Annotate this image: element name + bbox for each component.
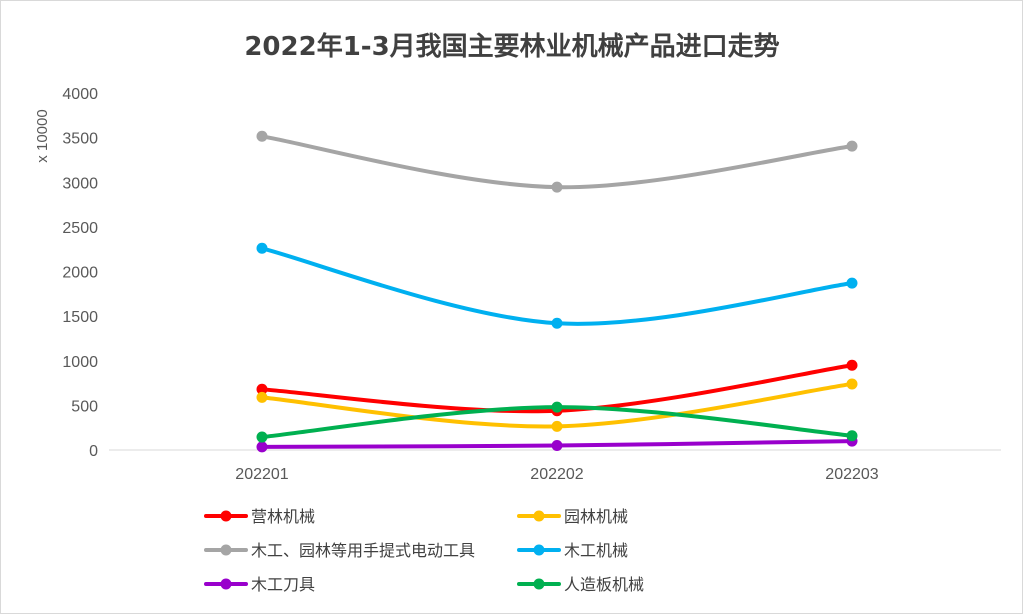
x-tick-label: 202202 [530, 466, 583, 483]
y-tick-label: 3500 [62, 131, 98, 148]
legend-label: 营林机械 [251, 507, 315, 526]
data-point [256, 391, 268, 403]
legend-swatch-marker [220, 578, 232, 590]
legend-label: 木工机械 [564, 541, 628, 560]
legend-item: 木工机械 [517, 541, 628, 560]
y-axis-ticks: 0 500 1000 1500 2000 2500 3000 3500 4000 [62, 86, 98, 460]
data-point [551, 420, 563, 432]
data-point [551, 317, 563, 329]
data-point [846, 277, 858, 289]
legend-swatch-marker [220, 544, 232, 556]
y-tick-label: 2500 [62, 220, 98, 237]
data-point [846, 378, 858, 390]
legend-label: 园林机械 [564, 507, 628, 526]
x-tick-label: 202203 [825, 466, 878, 483]
y-tick-label: 500 [71, 398, 98, 415]
y-tick-label: 1500 [62, 309, 98, 326]
legend-label: 木工刀具 [251, 575, 315, 594]
y-tick-label: 1000 [62, 354, 98, 371]
series-line [260, 246, 854, 326]
data-point [551, 440, 563, 452]
legend-item: 木工、园林等用手提式电动工具 [204, 541, 475, 560]
series-layer [256, 130, 858, 453]
legend-item: 营林机械 [204, 507, 315, 526]
legend-item: 木工刀具 [204, 575, 315, 594]
series-3 [256, 130, 858, 193]
data-point [256, 383, 268, 395]
series-4 [256, 242, 858, 329]
y-tick-label: 3000 [62, 175, 98, 192]
legend-swatch-marker [220, 510, 232, 522]
legend-label: 木工、园林等用手提式电动工具 [251, 541, 475, 560]
data-point [551, 401, 563, 413]
x-tick-label: 202201 [235, 466, 288, 483]
legend-item: 园林机械 [517, 507, 628, 526]
data-point [846, 359, 858, 371]
series-6 [256, 401, 858, 443]
data-point [256, 431, 268, 443]
legend-swatch-marker [533, 578, 545, 590]
legend-item: 人造板机械 [517, 575, 644, 594]
y-tick-label: 4000 [62, 86, 98, 103]
series-line [260, 134, 854, 190]
chart-title: 2022年1-3月我国主要林业机械产品进口走势 [244, 31, 779, 62]
legend-swatch-marker [533, 544, 545, 556]
data-point [846, 430, 858, 442]
data-point [846, 140, 858, 152]
data-point [551, 181, 563, 193]
y-tick-label: 0 [89, 443, 98, 460]
y-axis-label: x 10000 [34, 109, 51, 162]
data-point [256, 130, 268, 142]
data-point [256, 441, 268, 453]
y-tick-label: 2000 [62, 265, 98, 282]
legend-swatch-marker [533, 510, 545, 522]
x-axis-ticks: 202201 202202 202203 [235, 466, 878, 483]
series-2 [256, 378, 858, 432]
data-point [256, 242, 268, 254]
legend-label: 人造板机械 [564, 575, 644, 594]
